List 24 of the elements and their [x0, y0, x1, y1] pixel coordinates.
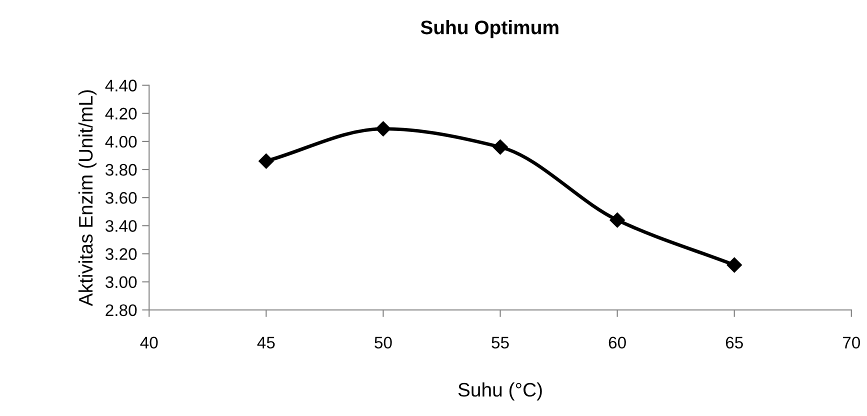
y-tick-label: 2.80 — [106, 304, 137, 316]
y-tick-label: 4.40 — [105, 80, 137, 92]
x-tick-label: 50 — [374, 336, 392, 349]
x-tick-label: 65 — [726, 336, 743, 349]
y-tick-label: 3.60 — [106, 192, 137, 204]
y-tick-label: 3.80 — [106, 164, 137, 176]
x-tick-label: 45 — [257, 336, 275, 349]
y-tick-label: 3.00 — [106, 276, 137, 288]
x-axis-title: Suhu (°C) — [458, 382, 542, 401]
x-tick-label: 70 — [842, 336, 860, 349]
y-tick-label: 3.20 — [106, 248, 137, 260]
point — [376, 121, 391, 136]
point — [610, 212, 625, 228]
point — [726, 257, 742, 273]
y-tick-label: 4.00 — [105, 136, 137, 148]
y-tick-label: 4.20 — [105, 108, 137, 120]
point — [258, 154, 274, 169]
x-tick-label: 60 — [608, 336, 626, 349]
x-tick-label: 55 — [492, 336, 509, 349]
point — [492, 139, 508, 155]
chart-title: Suhu Optimum — [420, 20, 558, 38]
x-tick-label: 40 — [140, 336, 158, 349]
y-tick-label: 3.40 — [106, 220, 137, 232]
y-axis-title: Aktivitas Enzim (Unit/mL) — [78, 90, 97, 306]
